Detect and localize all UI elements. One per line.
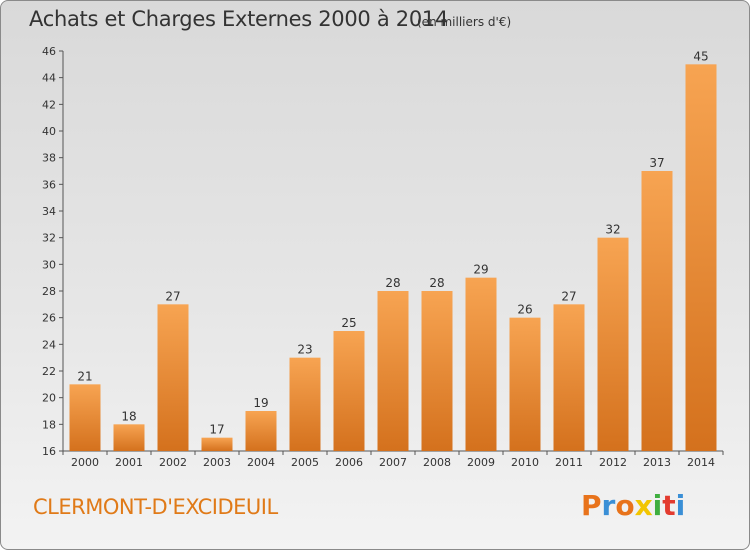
- y-tick-label: 38: [42, 152, 56, 165]
- y-tick-label: 20: [42, 392, 56, 405]
- x-tick-label: 2000: [71, 456, 99, 469]
- bar: [597, 237, 629, 451]
- value-label: 27: [165, 289, 180, 303]
- chart-subtitle: (en milliers d'€): [417, 15, 512, 29]
- x-tick-label: 2013: [643, 456, 671, 469]
- x-tick-label: 2010: [511, 456, 539, 469]
- bar: [465, 277, 497, 451]
- y-tick-label: 18: [42, 418, 56, 431]
- bar: [685, 64, 717, 452]
- x-tick-label: 2009: [467, 456, 495, 469]
- x-tick-label: 2005: [291, 456, 319, 469]
- value-label: 17: [209, 423, 224, 437]
- y-tick-label: 22: [42, 365, 56, 378]
- y-tick-label: 26: [42, 312, 56, 325]
- y-tick-label: 28: [42, 285, 56, 298]
- logo-letter: t: [662, 489, 676, 522]
- bar: [377, 291, 409, 451]
- bar: [245, 411, 277, 451]
- x-tick-label: 2011: [555, 456, 583, 469]
- y-tick-label: 30: [42, 258, 56, 271]
- value-label: 37: [649, 156, 664, 170]
- x-tick-label: 2006: [335, 456, 363, 469]
- bar: [553, 304, 585, 451]
- value-labels: 21 18 27 17 19 23 25 28 28 29 26 27 32 37 45: [77, 49, 708, 436]
- y-tick-label: 32: [42, 232, 56, 245]
- x-tick-label: 2001: [115, 456, 143, 469]
- chart-title: Achats et Charges Externes 2000 à 2014: [29, 7, 449, 31]
- value-label: 28: [429, 276, 444, 290]
- y-tick-label: 16: [42, 445, 56, 458]
- value-label: 26: [517, 303, 532, 317]
- value-label: 18: [121, 409, 136, 423]
- x-tick-label: 2003: [203, 456, 231, 469]
- proxiti-logo[interactable]: Proxiti: [581, 489, 685, 522]
- y-tick-label: 40: [42, 125, 56, 138]
- y-tick-label: 44: [42, 72, 56, 85]
- value-label: 19: [253, 396, 268, 410]
- y-tick-label: 34: [42, 205, 56, 218]
- value-label: 27: [561, 289, 576, 303]
- x-tick-label: 2004: [247, 456, 275, 469]
- commune-name: CLERMONT-D'EXCIDEUIL: [33, 495, 278, 519]
- bar: [113, 424, 145, 451]
- value-label: 29: [473, 263, 488, 277]
- y-tick-label: 24: [42, 338, 56, 351]
- x-tick-label: 2002: [159, 456, 187, 469]
- value-label: 45: [693, 49, 708, 63]
- bar: [201, 437, 233, 451]
- logo-letter: i: [675, 489, 686, 522]
- x-tick-label: 2012: [599, 456, 627, 469]
- value-label: 32: [605, 223, 620, 237]
- bar: [69, 384, 101, 451]
- bar: [421, 291, 453, 451]
- value-label: 21: [77, 369, 92, 383]
- bar: [509, 317, 541, 451]
- bar: [641, 171, 673, 451]
- bar: [289, 357, 321, 451]
- logo-letter: i: [652, 489, 663, 522]
- y-tick-label: 46: [42, 45, 56, 58]
- bar: [157, 304, 189, 451]
- x-tick-label: 2008: [423, 456, 451, 469]
- value-label: 25: [341, 316, 356, 330]
- x-tick-label: 2014: [687, 456, 715, 469]
- y-tick-label: 36: [42, 178, 56, 191]
- logo-letter: P: [581, 489, 602, 522]
- logo-letter: x: [634, 489, 653, 522]
- value-label: 28: [385, 276, 400, 290]
- axes: 16 18 20 22 24 26 28 30 32 34 36 38 40 42 44 46 2000 2001…: [42, 45, 724, 469]
- bar: [333, 331, 365, 451]
- bars: [69, 64, 717, 452]
- y-tick-label: 42: [42, 98, 56, 111]
- logo-letter: r: [601, 489, 616, 522]
- logo-letter: o: [615, 489, 635, 522]
- x-tick-label: 2007: [379, 456, 407, 469]
- value-label: 23: [297, 343, 312, 357]
